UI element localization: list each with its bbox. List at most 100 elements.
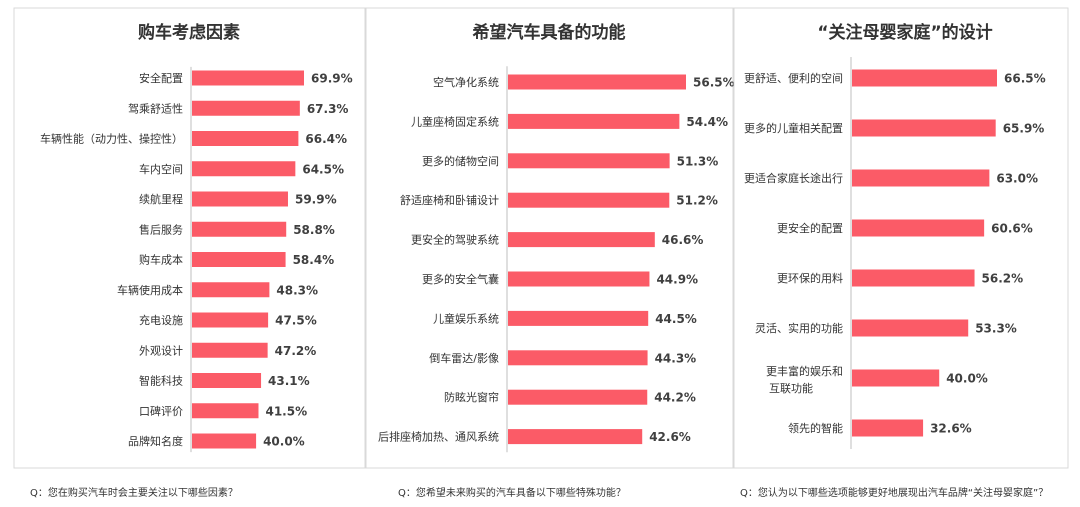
- category-label-2-3: 更安全的配置: [777, 221, 843, 235]
- category-label-2-2: 更适合家庭长途出行: [744, 171, 843, 185]
- value-label-1-1: 54.4%: [686, 115, 728, 129]
- value-label-1-3: 51.2%: [676, 194, 718, 208]
- bar-0-3: [192, 161, 296, 177]
- bar-2-7: [852, 419, 924, 437]
- value-label-2-0: 66.5%: [1004, 72, 1046, 86]
- value-label-2-7: 32.6%: [930, 422, 972, 436]
- value-label-1-4: 46.6%: [662, 233, 704, 247]
- category-label-0-12: 品牌知名度: [128, 434, 183, 448]
- category-label-1-8: 防眩光窗帘: [444, 390, 499, 404]
- value-label-0-1: 67.3%: [307, 102, 349, 116]
- category-label-0-1: 驾乘舒适性: [128, 101, 183, 115]
- category-label-0-10: 智能科技: [139, 374, 183, 388]
- bar-1-9: [508, 429, 643, 445]
- value-label-0-6: 58.4%: [293, 253, 335, 267]
- question-family-design: Q：您认为以下哪些选项能够更好地展现出汽车品牌“关注母婴家庭”？: [740, 488, 1049, 499]
- bar-1-4: [508, 232, 655, 248]
- bar-0-1: [192, 100, 300, 116]
- bar-2-3: [852, 219, 985, 237]
- category-label-0-4: 续航里程: [139, 192, 183, 206]
- category-label-1-2: 更多的储物空间: [422, 154, 499, 168]
- bar-0-4: [192, 191, 288, 207]
- bar-2-0: [852, 69, 997, 87]
- category-label-2-5: 灵活、实用的功能: [755, 321, 843, 335]
- value-label-2-5: 53.3%: [975, 322, 1017, 336]
- question-purchase-factors: Q：您在购买汽车时会主要关注以下哪些因素？: [30, 488, 238, 499]
- bar-1-6: [508, 310, 649, 326]
- value-label-0-5: 58.8%: [293, 223, 335, 237]
- bar-2-6: [852, 369, 940, 387]
- bar-0-5: [192, 221, 287, 237]
- panel-frame-0: [13, 7, 366, 469]
- value-label-0-3: 64.5%: [302, 162, 344, 176]
- category-label-2-7: 领先的智能: [788, 421, 843, 435]
- value-label-1-6: 44.5%: [655, 312, 697, 326]
- category-label-0-8: 充电设施: [139, 313, 183, 327]
- bar-1-0: [508, 74, 686, 90]
- value-label-2-6: 40.0%: [946, 372, 988, 386]
- value-label-0-9: 47.2%: [275, 344, 317, 358]
- value-label-0-2: 66.4%: [305, 132, 347, 146]
- value-label-1-0: 56.5%: [693, 76, 735, 90]
- bar-1-3: [508, 192, 670, 208]
- category-label-0-5: 售后服务: [139, 222, 183, 236]
- bar-1-2: [508, 153, 670, 169]
- bar-0-9: [192, 342, 268, 358]
- category-label-2-4: 更环保的用料: [777, 271, 843, 285]
- value-label-2-2: 63.0%: [996, 172, 1038, 186]
- category-label-0-2: 车辆性能（动力性、操控性）: [40, 132, 183, 146]
- bar-0-7: [192, 282, 270, 298]
- value-label-0-12: 40.0%: [263, 435, 305, 449]
- bar-1-5: [508, 271, 650, 287]
- bar-1-8: [508, 389, 648, 405]
- category-label-1-0: 空气净化系统: [433, 75, 499, 89]
- category-label-2-1: 更多的儿童相关配置: [744, 121, 843, 135]
- value-label-1-2: 51.3%: [677, 154, 719, 168]
- chart-title-2: “关注母婴家庭”的设计: [817, 22, 992, 43]
- category-label-1-4: 更安全的驾驶系统: [411, 233, 499, 247]
- bar-0-12: [192, 433, 257, 449]
- category-label-2-0: 更舒适、便利的空间: [744, 71, 843, 85]
- value-label-0-0: 69.9%: [311, 72, 353, 86]
- category-label-0-7: 车辆使用成本: [117, 283, 183, 297]
- bar-1-7: [508, 350, 648, 366]
- category-label-0-9: 外观设计: [139, 344, 183, 357]
- question-desired-features: Q：您希望未来购买的汽车具备以下哪些特殊功能？: [398, 488, 626, 499]
- bar-2-5: [852, 319, 969, 337]
- category-label-1-3: 舒适座椅和卧铺设计: [400, 193, 499, 207]
- bar-0-10: [192, 373, 262, 388]
- category-label-0-6: 购车成本: [139, 253, 183, 267]
- category-label-1-1: 儿童座椅固定系统: [411, 114, 499, 128]
- category-label-1-5: 更多的安全气囊: [422, 272, 499, 286]
- bar-0-2: [192, 131, 299, 146]
- value-label-1-8: 44.2%: [654, 391, 696, 405]
- bar-2-1: [852, 119, 996, 137]
- chart-title-0: 购车考虑因素: [138, 22, 240, 43]
- value-label-0-4: 59.9%: [295, 193, 337, 207]
- value-label-1-7: 44.3%: [655, 351, 697, 365]
- category-label-1-9: 后排座椅加热、通风系统: [378, 430, 499, 444]
- value-label-2-4: 56.2%: [982, 272, 1024, 286]
- value-label-1-5: 44.9%: [656, 273, 698, 287]
- value-label-1-9: 42.6%: [649, 430, 691, 444]
- bar-1-1: [508, 113, 680, 129]
- bar-0-0: [192, 70, 304, 86]
- bar-0-6: [192, 252, 286, 267]
- category-label-1-7: 倒车雷达/影像: [429, 351, 499, 365]
- value-label-0-10: 43.1%: [268, 374, 310, 388]
- bar-0-11: [192, 403, 259, 419]
- value-label-0-8: 47.5%: [275, 314, 317, 328]
- value-label-2-1: 65.9%: [1003, 122, 1045, 136]
- bar-2-4: [852, 269, 975, 287]
- category-label-0-11: 口碑评价: [139, 405, 183, 418]
- category-label-2-6: 更丰富的娱乐和互联功能: [766, 364, 843, 395]
- category-label-0-0: 安全配置: [139, 71, 183, 85]
- panel-frame-2: [733, 7, 1069, 469]
- bar-2-2: [852, 169, 990, 187]
- value-label-2-3: 60.6%: [991, 222, 1033, 236]
- chart-title-1: 希望汽车具备的功能: [473, 22, 626, 43]
- category-label-0-3: 车内空间: [139, 162, 183, 176]
- bar-0-8: [192, 312, 269, 328]
- value-label-0-7: 48.3%: [276, 283, 318, 297]
